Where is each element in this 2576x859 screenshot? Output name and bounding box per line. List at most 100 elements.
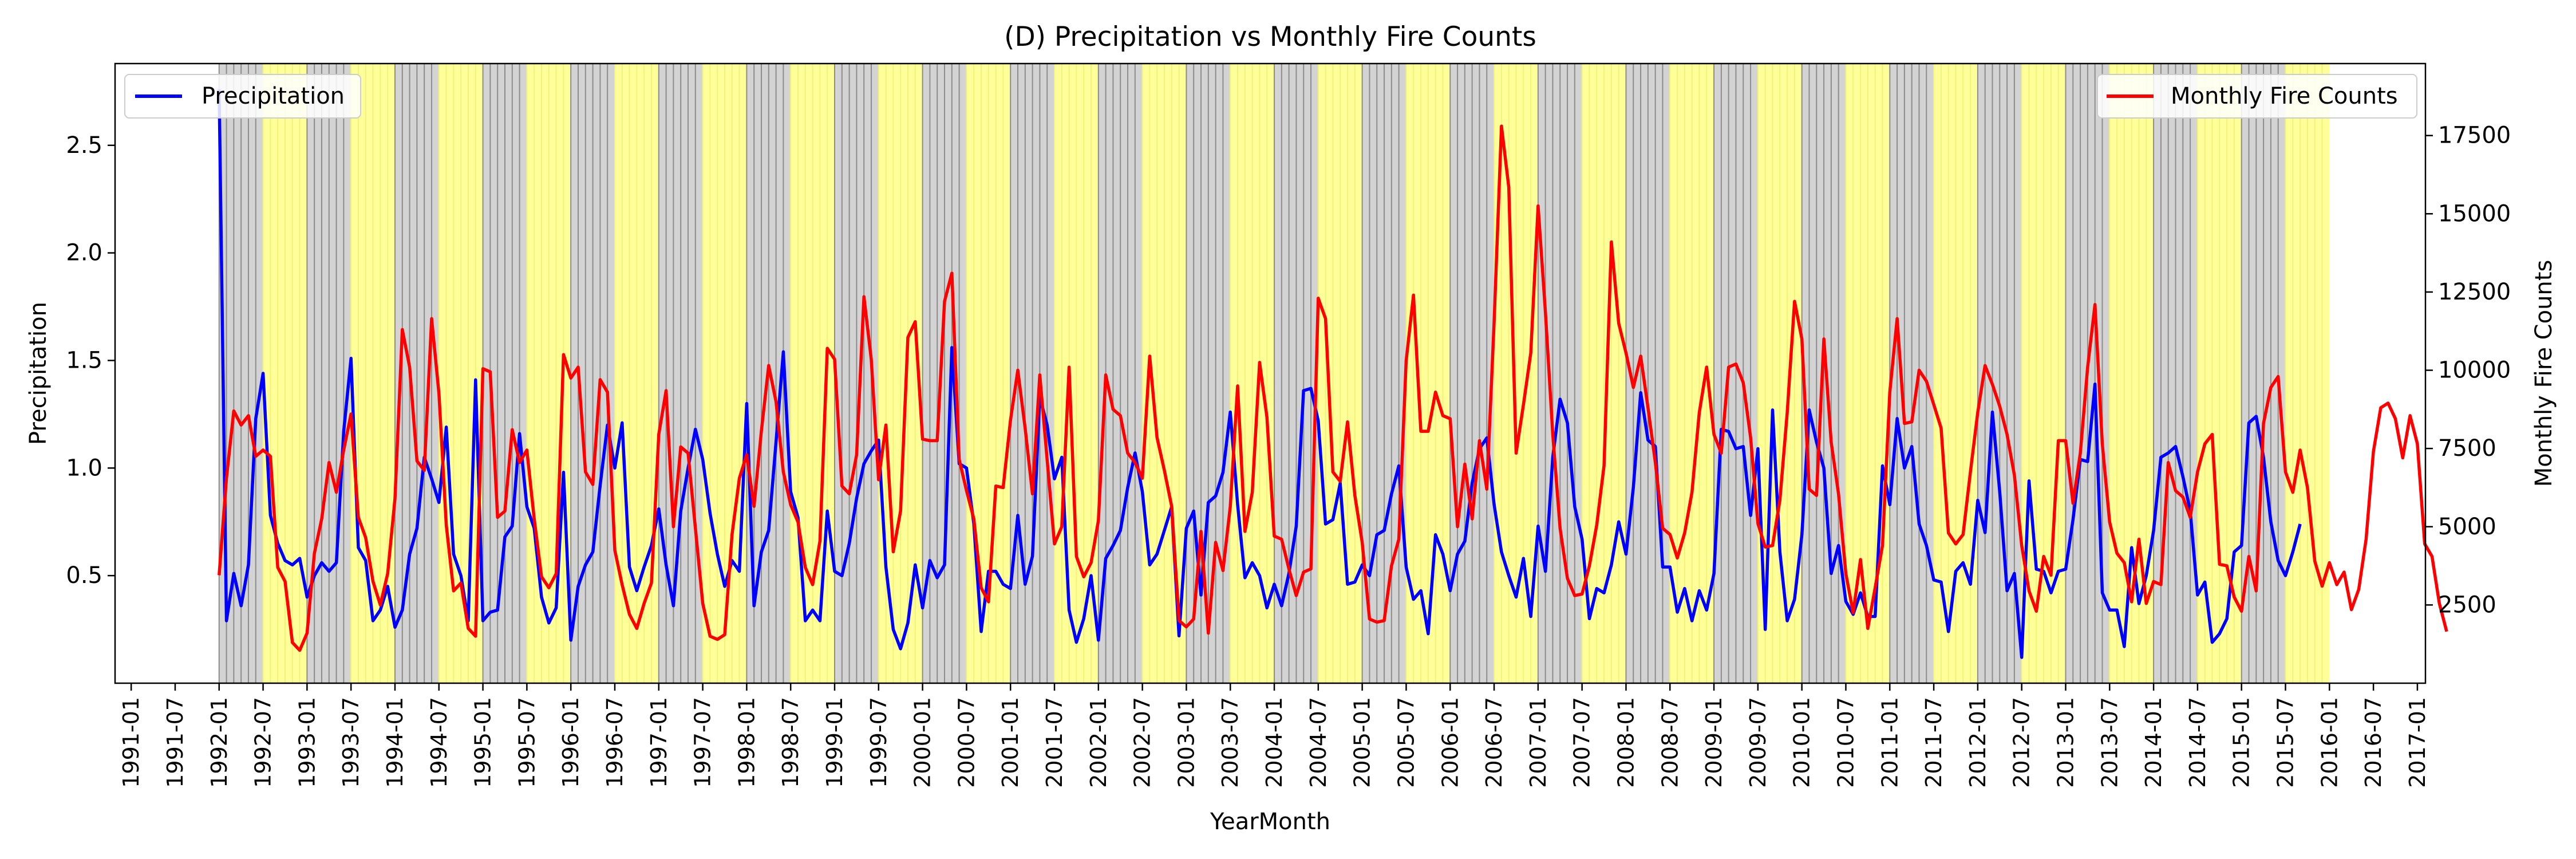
yellow-season-band: [2285, 64, 2293, 683]
x-tick-label: 2010-01: [1789, 697, 1815, 788]
yellow-season-band: [1354, 64, 1362, 683]
gray-season-band: [307, 64, 315, 683]
yellow-season-band: [1867, 64, 1875, 683]
x-tick-label: 2009-07: [1745, 697, 1771, 788]
gray-season-band: [864, 64, 872, 683]
yellow-season-band: [1955, 64, 1963, 683]
legend-precipitation-label: Precipitation: [202, 83, 345, 109]
yellow-season-band: [453, 64, 461, 683]
gray-season-band: [483, 64, 491, 683]
yellow-season-band: [732, 64, 740, 683]
gray-season-band: [776, 64, 784, 683]
x-tick-label: 1996-07: [602, 697, 627, 788]
yellow-season-band: [1076, 64, 1084, 683]
yellow-season-band: [1348, 64, 1355, 683]
gray-season-band: [666, 64, 674, 683]
yellow-season-band: [1611, 64, 1619, 683]
gray-season-band: [504, 64, 512, 683]
yellow-season-band: [2307, 64, 2315, 683]
plot-frame: [114, 62, 2427, 684]
yellow-season-band: [1340, 64, 1348, 683]
gray-season-band: [2160, 64, 2168, 683]
gray-season-band: [835, 64, 842, 683]
x-tick-label: 2016-01: [2317, 697, 2342, 788]
gray-season-band: [1728, 64, 1736, 683]
yellow-season-band: [637, 64, 645, 683]
gray-season-band: [241, 64, 248, 683]
yellow-season-band: [791, 64, 799, 683]
yellow-season-band: [893, 64, 901, 683]
yellow-season-band: [614, 64, 622, 683]
gray-season-band: [585, 64, 593, 683]
right-y-tick-label: 2500: [2438, 592, 2496, 618]
x-tick-label: 1993-01: [294, 697, 319, 788]
x-tick-label: 1991-01: [118, 697, 144, 788]
yellow-season-band: [527, 64, 535, 683]
gray-season-band: [1662, 64, 1670, 683]
yellow-season-band: [1582, 64, 1590, 683]
gray-season-band: [849, 64, 857, 683]
yellow-season-band: [1853, 64, 1861, 683]
gray-season-band: [2175, 64, 2183, 683]
yellow-season-band: [2234, 64, 2242, 683]
gray-season-band: [234, 64, 242, 683]
yellow-season-band: [1501, 64, 1509, 683]
x-tick-label: 1994-01: [382, 697, 408, 788]
x-tick-label: 2014-01: [2141, 697, 2166, 788]
gray-season-band: [1128, 64, 1135, 683]
yellow-season-band: [358, 64, 366, 683]
gray-season-band: [2087, 64, 2095, 683]
gray-season-band: [1098, 64, 1106, 683]
yellow-season-band: [1670, 64, 1678, 683]
left-y-axis-ticks: 0.5 1.0 1.5 2.0 2.5: [66, 132, 115, 589]
right-y-tick-label: 12500: [2438, 279, 2511, 305]
yellow-season-band: [2204, 64, 2212, 683]
gray-season-band: [497, 64, 505, 683]
x-tick-label: 2010-07: [1834, 697, 1859, 788]
series-lines: [218, 89, 2448, 659]
gray-season-band: [1362, 64, 1370, 683]
gray-season-band: [1391, 64, 1399, 683]
yellow-season-band: [1421, 64, 1428, 683]
yellow-season-band: [717, 64, 725, 683]
left-y-tick-label: 1.0: [66, 455, 102, 481]
yellow-season-band: [1054, 64, 1062, 683]
yellow-season-band: [541, 64, 549, 683]
gray-season-band: [1040, 64, 1048, 683]
yellow-season-band: [1084, 64, 1092, 683]
gray-season-band: [1560, 64, 1568, 683]
x-tick-label: 2017-01: [2405, 697, 2430, 788]
gray-season-band: [329, 64, 337, 683]
gray-season-band: [922, 64, 930, 683]
gray-season-band: [1831, 64, 1839, 683]
gray-season-band: [314, 64, 322, 683]
gray-season-band: [1377, 64, 1385, 683]
yellow-season-band: [1948, 64, 1956, 683]
left-y-tick-label: 2.5: [66, 132, 102, 159]
yellow-season-band: [1794, 64, 1802, 683]
gray-season-band: [783, 64, 791, 683]
left-y-axis-label: Precipitation: [25, 302, 52, 445]
gray-season-band: [1274, 64, 1282, 683]
gray-season-band: [1047, 64, 1055, 683]
left-y-tick-label: 2.0: [66, 240, 102, 266]
yellow-season-band: [2131, 64, 2139, 683]
yellow-season-band: [1238, 64, 1245, 683]
gray-season-band: [1281, 64, 1289, 683]
right-y-axis-ticks: 2500 5000 7500 10000 12500 15000 17500: [2425, 123, 2511, 618]
yellow-season-band: [1780, 64, 1788, 683]
x-tick-label: 1992-07: [251, 697, 276, 788]
x-tick-label: 2011-07: [1921, 697, 1946, 788]
yellow-season-band: [827, 64, 835, 683]
gray-season-band: [255, 64, 263, 683]
gray-season-band: [1032, 64, 1040, 683]
x-tick-label: 2008-01: [1614, 697, 1639, 788]
gray-season-band: [607, 64, 615, 683]
x-tick-label: 2002-07: [1130, 697, 1155, 788]
gray-season-band: [688, 64, 696, 683]
x-tick-label: 2012-01: [1965, 697, 1990, 788]
yellow-season-band: [1003, 64, 1011, 683]
gray-season-band: [930, 64, 938, 683]
gray-season-band: [1113, 64, 1121, 683]
yellow-season-band: [292, 64, 300, 683]
